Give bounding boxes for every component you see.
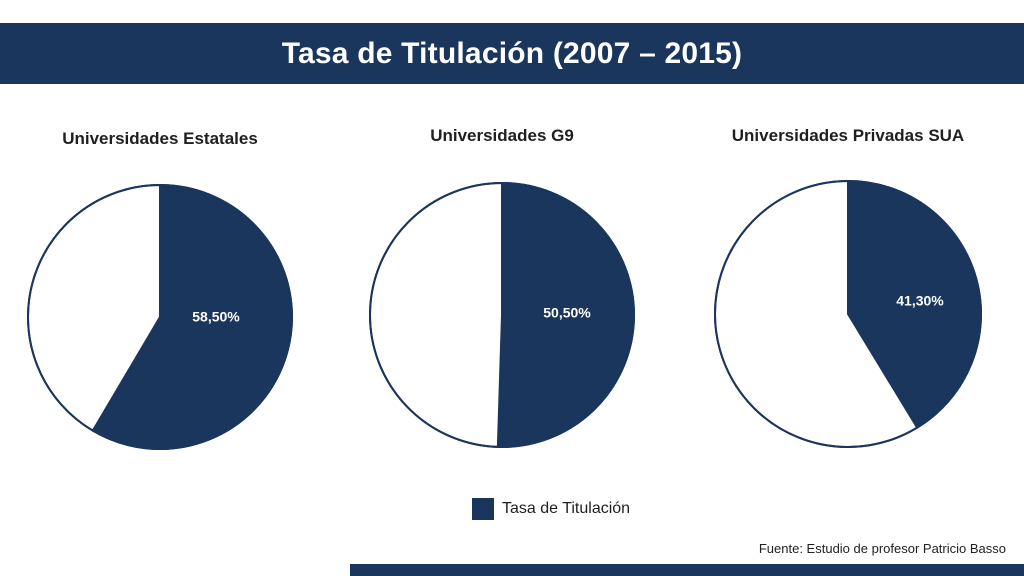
source-note: Fuente: Estudio de profesor Patricio Bas…: [758, 541, 1006, 556]
data-label-g9: 50,50%: [543, 305, 591, 321]
data-label-estatales: 58,50%: [192, 309, 240, 325]
footer-bar: [350, 564, 1024, 576]
pie-outline-g9: [369, 182, 635, 448]
chart-title-estatales: Universidades Estatales: [62, 129, 258, 148]
legend-swatch: [472, 498, 494, 520]
legend: Tasa de Titulación: [472, 498, 630, 520]
legend-label: Tasa de Titulación: [502, 500, 631, 517]
data-label-privadas-sua: 41,30%: [896, 293, 944, 309]
chart-title-privadas-sua: Universidades Privadas SUA: [731, 126, 965, 145]
pie-outline-estatales: [27, 184, 293, 450]
pie-outline-privadas-sua: [714, 180, 982, 448]
pie-slice-g9-remainder: [369, 181, 503, 448]
title-banner: Tasa de Titulación (2007 – 2015): [0, 23, 1024, 84]
chart-title-g9: Universidades G9: [430, 126, 574, 145]
page-title: Tasa de Titulación (2007 – 2015): [281, 36, 743, 70]
